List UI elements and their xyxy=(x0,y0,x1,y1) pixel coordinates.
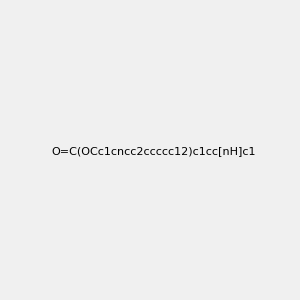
Text: O=C(OCc1cncc2ccccc12)c1cc[nH]c1: O=C(OCc1cncc2ccccc12)c1cc[nH]c1 xyxy=(52,146,256,157)
